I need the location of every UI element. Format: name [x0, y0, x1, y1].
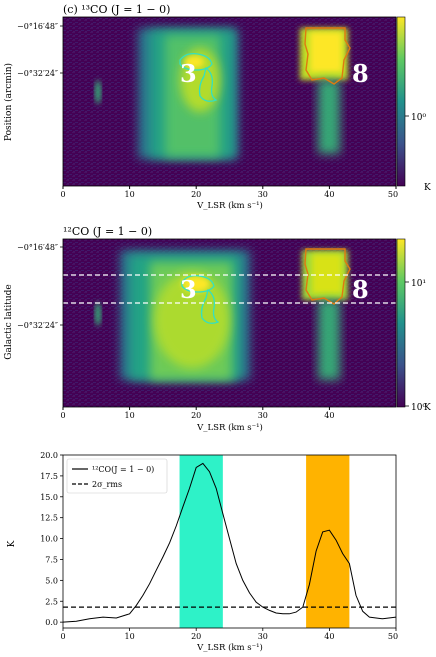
panel-c-xtick-label: 10 [125, 632, 135, 641]
panel-c-ytick-label: 5.0 [45, 576, 58, 585]
panel-a-clump3-emission [138, 28, 238, 159]
legend-entry-co: ¹²CO(J = 1 − 0) [92, 465, 154, 474]
panel-c: 0 10 20 30 40 50 0.0 2.5 5.0 7.5 10.0 12.5 15.0 17.5… [7, 451, 398, 653]
panel-b-ylabel: Galactic latitude [4, 284, 14, 359]
panel-c-ytick-label: 12.5 [40, 514, 58, 523]
panel-c-ytick-label: 17.5 [40, 472, 58, 481]
panel-c-frame [62, 454, 397, 629]
panel-a-xtick-1: 10 [125, 190, 135, 199]
panel-c-yticks: 0.0 2.5 5.0 7.5 10.0 12.5 15.0 17.5 20.0 [40, 451, 63, 627]
panel-b-clump3-emission [120, 250, 250, 380]
panel-a: (c) ¹³CO (J = 1 − 0) [3, 3, 431, 211]
panel-b: ¹²CO (J = 1 − 0) 3 8 [4, 225, 431, 433]
panel-b-clump3-contour [181, 274, 215, 293]
velocity-band-0 [179, 455, 223, 628]
panel-a-heatmap [63, 17, 396, 186]
panel-c-ytick-label: 2.5 [45, 597, 58, 606]
co-spectrum-line [62, 462, 397, 623]
panel-b-heatmap [63, 239, 396, 407]
panel-c-ytick-label: 0.0 [45, 618, 58, 627]
panel-b-small-source [95, 302, 101, 326]
panel-b-xtick-3: 30 [258, 411, 268, 420]
panel-a-clump3-contour-2 [198, 66, 218, 102]
panel-a-ytick-0: −0°16′48″ [17, 22, 58, 31]
panel-a-colorbar-unit: K [424, 183, 431, 193]
panel-a-clump3-contour [179, 52, 213, 71]
panel-a-xtick-0: 0 [60, 190, 65, 199]
panel-a-xtick-2: 20 [191, 190, 201, 199]
panel-a-xtick-4: 40 [324, 190, 334, 199]
panel-b-colorbar [396, 238, 406, 408]
panel-a-title: (c) ¹³CO (J = 1 − 0) [63, 3, 170, 16]
panel-c-xtick-label: 30 [258, 632, 268, 641]
panel-b-xtick-1: 10 [125, 411, 135, 420]
panel-a-ylabel: Position (arcmin) [3, 63, 14, 141]
panel-c-ytick-label: 15.0 [40, 493, 58, 502]
panel-c-ytick-label: 20.0 [40, 451, 58, 460]
panel-c-ylabel: K [7, 540, 17, 547]
panel-c-xtick-label: 20 [191, 632, 201, 641]
panel-c-xlabel: V_LSR (km s⁻¹) [196, 642, 263, 653]
panel-a-xtick-5: 50 [388, 190, 398, 199]
panel-c-legend: ¹²CO(J = 1 − 0) 2σ_rms [66, 458, 168, 494]
panel-b-colorbar-unit: K [424, 403, 431, 413]
panel-c-xtick-label: 50 [388, 632, 398, 641]
panel-a-xticks: 0 10 20 30 40 50 [60, 186, 398, 199]
panel-a-xlabel: V_LSR (km s⁻¹) [196, 200, 263, 211]
panel-b-clump8-emission [302, 250, 348, 380]
panel-a-xtick-3: 30 [258, 190, 268, 199]
panel-b-colorbar-tick-0: 10¹ [411, 279, 426, 289]
panel-a-colorbar-tick: 10⁰ [411, 113, 426, 123]
panel-c-xtick-label: 0 [60, 632, 65, 641]
panel-a-clump-label-3: 3 [180, 59, 197, 88]
panel-c-ytick-label: 7.5 [45, 555, 58, 564]
panel-c-xticks: 0 10 20 30 40 50 [60, 628, 398, 641]
panel-b-colorbar-tick-1: 10⁰ [411, 403, 426, 413]
panel-a-colorbar [396, 16, 406, 187]
legend-box [66, 458, 168, 494]
panel-c-lines [62, 462, 397, 623]
panel-b-xtick-4: 40 [324, 411, 334, 420]
panel-a-clump8-emission [300, 28, 348, 154]
panel-a-clump-label-8: 8 [352, 59, 369, 88]
panel-a-ytick-1: −0°32′24″ [17, 69, 58, 78]
panel-b-clump-label-3: 3 [180, 275, 197, 304]
panel-c-xtick-label: 40 [324, 632, 334, 641]
panel-b-ytick-1: −0°32′24″ [17, 321, 58, 330]
panel-b-ytick-0: −0°16′48″ [17, 243, 58, 252]
panel-a-clump8-contour [304, 27, 351, 85]
panel-a-frame [62, 16, 397, 187]
panel-b-clump3-contour-2 [200, 288, 220, 324]
panel-c-ytick-label: 10.0 [40, 535, 58, 544]
panel-b-xtick-0: 0 [60, 411, 65, 420]
panel-b-xtick-2: 20 [191, 411, 201, 420]
panel-c-bands [179, 455, 350, 628]
panel-b-xlabel: V_LSR (km s⁻¹) [196, 422, 263, 433]
panel-b-title: ¹²CO (J = 1 − 0) [63, 225, 152, 238]
panel-b-xticks: 0 10 20 30 40 [60, 407, 334, 420]
panel-b-clump-label-8: 8 [352, 275, 369, 304]
velocity-band-1 [306, 455, 350, 628]
panel-b-clump8-contour [304, 248, 351, 305]
legend-entry-rms: 2σ_rms [92, 480, 122, 489]
panel-b-frame [62, 238, 397, 408]
panel-a-small-source [95, 80, 101, 104]
